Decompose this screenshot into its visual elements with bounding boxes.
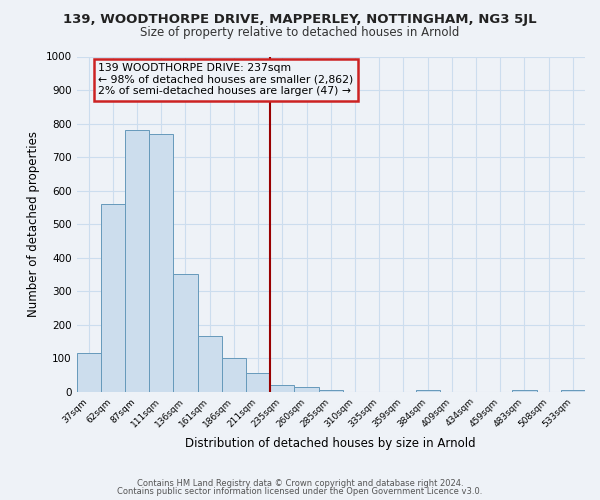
Text: Contains public sector information licensed under the Open Government Licence v3: Contains public sector information licen… (118, 488, 482, 496)
Y-axis label: Number of detached properties: Number of detached properties (27, 131, 40, 317)
X-axis label: Distribution of detached houses by size in Arnold: Distribution of detached houses by size … (185, 437, 476, 450)
Bar (149, 134, 173, 392)
Bar (319, 390, 343, 392)
Bar (246, 374, 270, 392)
Bar (512, 390, 536, 392)
Bar (270, 385, 295, 392)
Text: Size of property relative to detached houses in Arnold: Size of property relative to detached ho… (140, 26, 460, 39)
Bar (77, 353, 101, 392)
Bar (197, 336, 222, 392)
Bar (295, 386, 319, 392)
Bar (101, 204, 125, 392)
Bar (222, 358, 246, 392)
Text: 139, WOODTHORPE DRIVE, MAPPERLEY, NOTTINGHAM, NG3 5JL: 139, WOODTHORPE DRIVE, MAPPERLEY, NOTTIN… (63, 12, 537, 26)
Bar (416, 390, 440, 392)
Bar (561, 390, 585, 392)
Bar (173, 274, 197, 392)
Bar (125, 130, 149, 392)
Text: Contains HM Land Registry data © Crown copyright and database right 2024.: Contains HM Land Registry data © Crown c… (137, 478, 463, 488)
Text: 139 WOODTHORPE DRIVE: 237sqm
← 98% of detached houses are smaller (2,862)
2% of : 139 WOODTHORPE DRIVE: 237sqm ← 98% of de… (98, 63, 353, 96)
